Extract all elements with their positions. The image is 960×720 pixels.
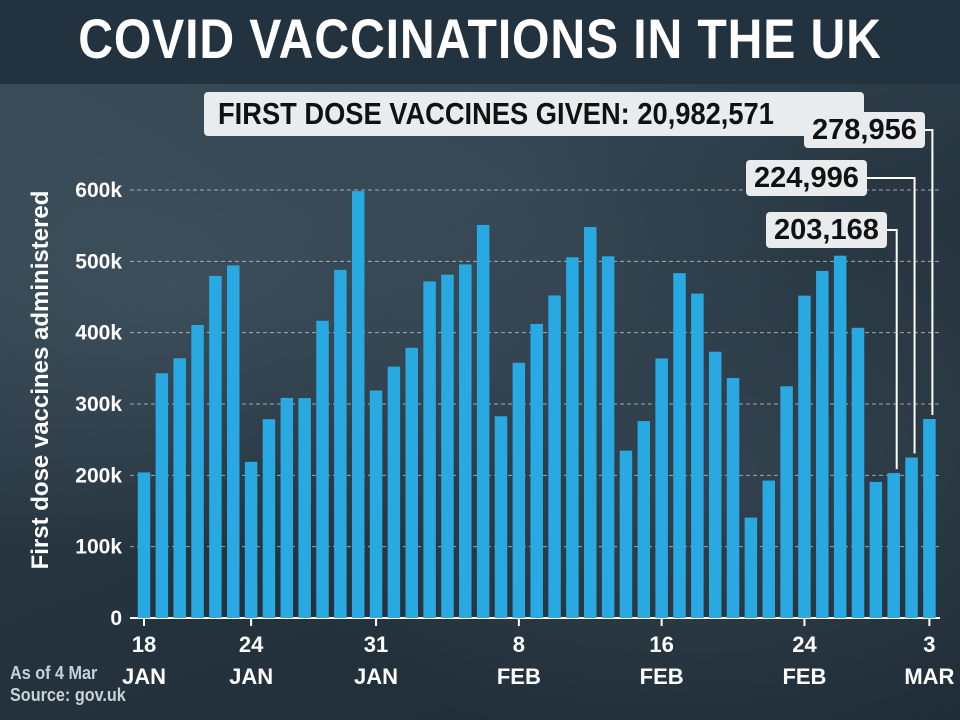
bar	[227, 265, 240, 618]
x-tick-month: MAR	[904, 664, 954, 689]
as-of-note: As of 4 Mar	[10, 663, 98, 683]
total-doses-box: FIRST DOSE VACCINES GIVEN: 20,982,571	[204, 92, 864, 136]
bar	[548, 295, 561, 618]
x-axis-ticks: 18 JAN 24 JAN 31 JAN 8 FEB 16 FEB 24 FEB 3 MAR	[122, 618, 955, 689]
y-tick-label: 0	[110, 607, 122, 630]
x-tick-day: 16	[649, 632, 673, 657]
bar	[833, 255, 847, 618]
bar	[601, 256, 615, 618]
bar	[494, 416, 508, 618]
x-tick-day: 24	[792, 632, 817, 657]
bar	[851, 327, 865, 618]
bar	[798, 295, 811, 618]
x-tick-day: 8	[513, 632, 525, 657]
bar	[351, 191, 365, 618]
page-title: COVID VACCINATIONS IN THE UK	[78, 7, 882, 70]
x-tick-month: JAN	[229, 664, 273, 689]
x-tick-month: FEB	[640, 664, 684, 689]
bar	[334, 269, 347, 618]
x-tick-day: 24	[239, 632, 264, 657]
bar	[762, 480, 775, 618]
bar	[673, 273, 686, 618]
bar	[298, 398, 311, 618]
y-tick-label: 100k	[75, 536, 122, 559]
bar	[369, 390, 383, 618]
bar	[816, 270, 829, 618]
bar	[209, 275, 222, 618]
bar	[387, 366, 401, 618]
x-tick-day: 31	[364, 632, 388, 657]
bar	[155, 373, 169, 618]
bar	[459, 264, 472, 618]
bar	[530, 323, 543, 618]
bar	[405, 347, 418, 618]
callout-label: 224,996	[746, 160, 867, 196]
callout-leader-line	[856, 177, 916, 454]
bar	[708, 351, 722, 618]
callout-leader-line	[874, 229, 898, 470]
bar	[262, 419, 276, 618]
bar	[887, 473, 900, 618]
callout-label: 203,168	[766, 212, 887, 248]
total-doses-label: FIRST DOSE VACCINES GIVEN: 20,982,571	[218, 96, 774, 131]
source-note: Source: gov.uk	[10, 685, 126, 705]
bar	[584, 227, 597, 618]
bar	[869, 481, 883, 618]
bar	[780, 386, 793, 618]
x-tick-month: FEB	[497, 664, 541, 689]
x-tick-day: 18	[132, 632, 156, 657]
bar	[744, 517, 758, 618]
y-tick-label: 600k	[75, 179, 122, 202]
x-tick-month: FEB	[782, 664, 826, 689]
callout-leaders	[856, 129, 934, 470]
callout-leader-line	[910, 129, 934, 416]
bar	[512, 362, 526, 618]
title-bar: COVID VACCINATIONS IN THE UK	[0, 0, 960, 84]
bars	[137, 191, 936, 618]
bar	[280, 397, 294, 618]
bar	[726, 377, 740, 618]
x-tick-month: JAN	[122, 664, 166, 689]
bar	[637, 421, 651, 618]
y-tick-label: 500k	[75, 250, 122, 273]
bar	[441, 274, 454, 618]
bar	[691, 293, 704, 618]
bar	[173, 358, 186, 618]
y-axis-ticks: 0 100k 200k 300k 400k 500k 600k	[75, 179, 122, 630]
callout-label: 278,956	[804, 112, 925, 148]
bar	[244, 461, 258, 618]
bar	[905, 457, 918, 618]
x-tick-day: 3	[923, 632, 935, 657]
bar	[566, 257, 579, 618]
y-axis-label: First dose vaccines administered	[27, 191, 54, 570]
bar	[619, 450, 633, 618]
bar	[655, 358, 668, 618]
bar	[923, 419, 936, 618]
y-tick-label: 300k	[75, 393, 122, 416]
footnote: As of 4 Mar Source: gov.uk	[10, 662, 126, 706]
y-tick-label: 400k	[75, 322, 122, 345]
bar	[316, 320, 329, 618]
bar	[423, 281, 436, 618]
y-tick-label: 200k	[75, 464, 122, 487]
bar	[137, 472, 151, 618]
bar	[191, 324, 204, 618]
bar	[476, 224, 490, 618]
x-tick-month: JAN	[354, 664, 398, 689]
